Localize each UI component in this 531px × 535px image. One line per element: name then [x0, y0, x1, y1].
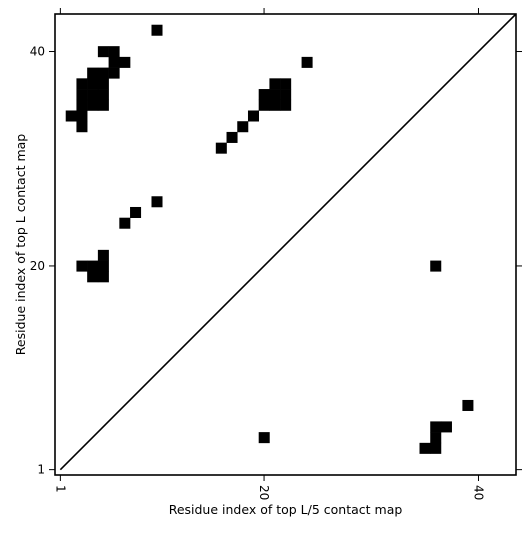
x-axis-label: Residue index of top L/5 contact map [169, 502, 403, 517]
top-l-contact-cell [226, 131, 238, 143]
top-l-contact-cell [215, 142, 227, 154]
top-l-contact-cell [269, 89, 281, 101]
top-l-contact-cell [280, 78, 292, 90]
top-l-contact-cell [76, 89, 88, 101]
top-l-contact-cell [151, 196, 163, 208]
top-l-contact-cell [258, 89, 270, 101]
top-l-contact-cell [87, 99, 99, 111]
top-l-contact-cell [76, 260, 88, 272]
top-l-contact-cell [269, 78, 281, 90]
top-l-contact-cell [65, 110, 77, 122]
top-l-contact-cell [269, 99, 281, 111]
y-tick-label: 1 [37, 463, 45, 477]
x-tick-label: 1 [53, 485, 67, 493]
top-l-contact-cell [76, 121, 88, 133]
top-l5-contact-cell [430, 260, 442, 272]
top-l-contact-cell [108, 67, 120, 79]
top-l-contact-cell [87, 78, 99, 90]
axis-ticks: 1 20 40 1 20 40 [30, 8, 522, 500]
top-l-contact-cell [87, 260, 99, 272]
top-l5-contact-cell [462, 399, 474, 411]
top-l-contact-cell [87, 67, 99, 79]
top-l-contact-cell [87, 89, 99, 101]
top-l-contact-cell [76, 99, 88, 111]
x-tick-label: 40 [471, 485, 485, 500]
top-l-contact-cell [108, 46, 120, 58]
top-l5-contact-cell [440, 421, 452, 433]
top-l-contact-cell [108, 56, 120, 68]
top-l-contact-cell [119, 217, 131, 229]
top-l-contact-cell [130, 206, 142, 218]
top-l5-contact-cell [430, 421, 442, 433]
top-l5-contact-cell [430, 432, 442, 444]
top-l-contact-cell [97, 99, 109, 111]
top-l-contact-cell [258, 99, 270, 111]
top-l-contact-cell [76, 110, 88, 122]
top-l-contact-cell [280, 99, 292, 111]
top-l-contact-cell [97, 89, 109, 101]
top-l-contact-cell [97, 260, 109, 272]
x-tick-label: 20 [257, 485, 271, 500]
top-l-contact-cell [280, 89, 292, 101]
top-l-contact-cell [76, 78, 88, 90]
contact-cells [65, 24, 474, 454]
diagonal-line [59, 13, 517, 471]
plot-frame [54, 13, 517, 476]
top-l-contact-cell [301, 56, 313, 68]
top-l5-contact-cell [430, 442, 442, 454]
y-tick-label: 20 [30, 259, 45, 273]
y-tick-label: 40 [30, 45, 45, 59]
top-l5-contact-cell [419, 442, 431, 454]
top-l5-contact-cell [258, 432, 270, 444]
top-l-contact-cell [97, 271, 109, 283]
y-axis-label: Residue index of top L contact map [13, 134, 28, 355]
top-l-contact-cell [247, 110, 259, 122]
top-l-contact-cell [97, 46, 109, 58]
top-l-contact-cell [119, 56, 131, 68]
top-l-contact-cell [151, 24, 163, 36]
top-l-contact-cell [97, 249, 109, 261]
top-l-contact-cell [87, 271, 99, 283]
top-l-contact-cell [97, 67, 109, 79]
top-l-contact-cell [237, 121, 249, 133]
top-l-contact-cell [97, 78, 109, 90]
